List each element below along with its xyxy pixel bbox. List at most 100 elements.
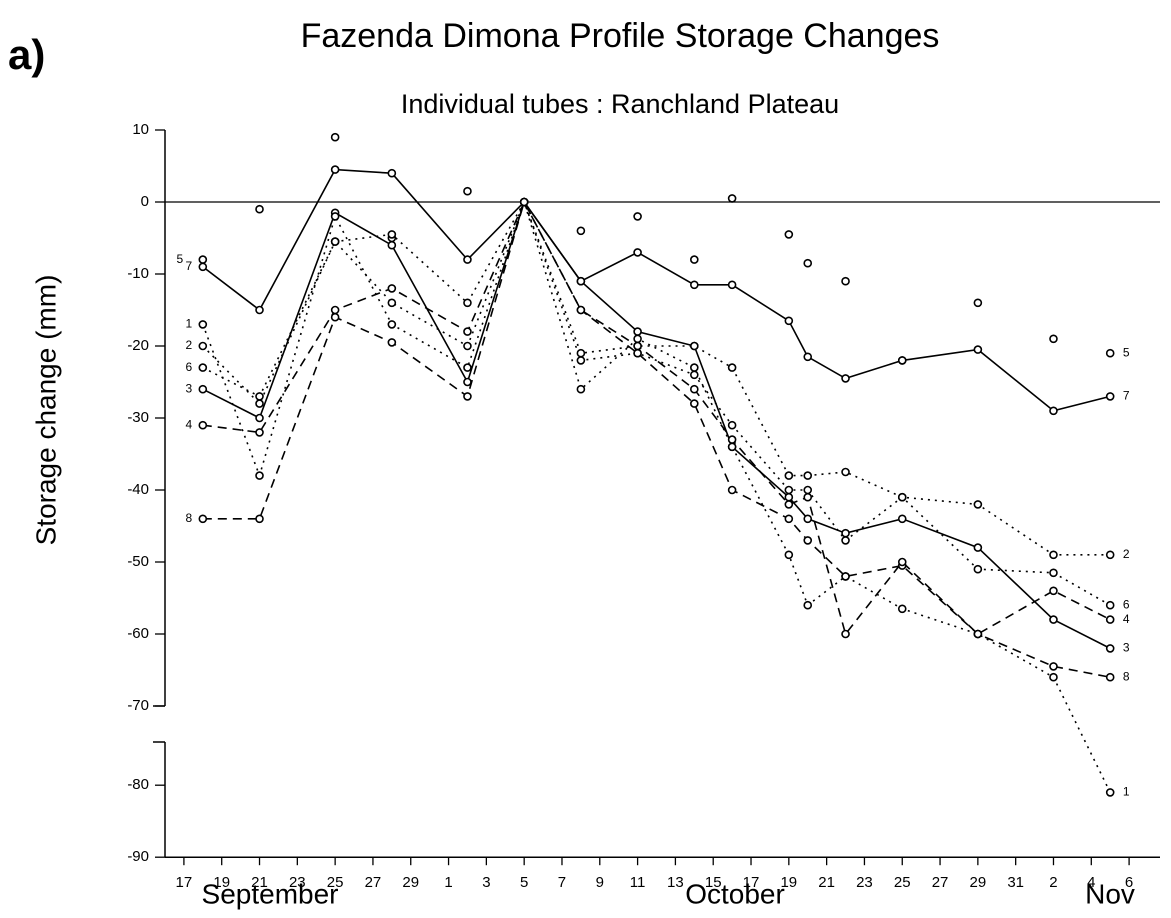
data-point <box>973 345 983 354</box>
data-point <box>198 262 208 272</box>
data-point <box>1049 615 1058 624</box>
data-point <box>387 240 397 250</box>
data-point <box>973 543 983 552</box>
x-tick-label: 27 <box>932 874 949 891</box>
y-axis-label: Storage change (mm) <box>30 275 61 546</box>
x-tick-label: 23 <box>289 874 306 891</box>
data-point <box>198 320 208 329</box>
x-tick-label: 31 <box>1007 874 1024 891</box>
series-line <box>202 199 1111 793</box>
data-point <box>1105 392 1115 401</box>
y-tick-label: -10 <box>127 265 149 282</box>
data-point <box>727 194 737 203</box>
data-point <box>841 629 850 639</box>
data-point <box>727 442 737 452</box>
data-point <box>463 363 472 372</box>
x-tick-label: 25 <box>327 874 344 891</box>
data-point <box>841 528 850 538</box>
data-point <box>841 536 850 545</box>
data-point <box>690 363 699 372</box>
data-point <box>784 500 794 509</box>
data-point <box>897 604 907 614</box>
y-tick-label: -60 <box>127 625 149 642</box>
data-point <box>973 500 983 509</box>
series-label: 2 <box>185 338 192 352</box>
data-point <box>803 471 813 480</box>
y-tick-label: -30 <box>127 409 149 426</box>
data-point <box>633 327 642 336</box>
data-point <box>973 564 983 574</box>
y-tick-label: -80 <box>127 776 149 793</box>
data-point <box>803 492 813 502</box>
x-tick-label: 17 <box>743 874 760 891</box>
data-point <box>1049 550 1058 560</box>
month-label: Nov <box>1085 878 1135 909</box>
y-tick-label: -50 <box>127 553 149 570</box>
data-point <box>198 255 208 264</box>
data-point <box>330 132 340 142</box>
chart-subtitle: Individual tubes : Ranchland Plateau <box>401 89 839 119</box>
series-label: 7 <box>185 259 192 273</box>
data-point <box>690 399 699 408</box>
data-point <box>727 280 737 290</box>
data-point <box>633 348 642 358</box>
data-point <box>255 413 264 423</box>
data-point <box>387 298 397 308</box>
x-tick-label: 17 <box>176 874 193 891</box>
x-tick-label: 21 <box>251 874 268 891</box>
data-point <box>633 212 642 221</box>
series-label: 6 <box>185 360 192 374</box>
data-point <box>690 341 699 351</box>
data-point <box>1105 348 1115 358</box>
data-point <box>841 276 850 286</box>
data-point <box>1049 568 1058 578</box>
x-tick-label: 9 <box>596 874 604 891</box>
x-tick-label: 15 <box>705 874 722 891</box>
data-point <box>576 226 586 236</box>
data-point <box>727 420 737 430</box>
x-tick-label: 2 <box>1049 874 1057 891</box>
x-tick-label: 6 <box>1125 874 1133 891</box>
data-point <box>255 392 264 401</box>
data-point <box>784 492 794 502</box>
x-tick-label: 21 <box>818 874 835 891</box>
y-tick-label: -40 <box>127 481 149 498</box>
data-point <box>1105 550 1115 560</box>
data-point <box>463 377 472 387</box>
data-point <box>1049 662 1058 671</box>
data-point <box>803 536 813 545</box>
data-point <box>1049 406 1058 416</box>
data-point <box>387 230 397 239</box>
data-point <box>255 428 264 437</box>
data-point <box>387 168 397 178</box>
x-tick-label: 29 <box>402 874 419 891</box>
y-tick-label: -70 <box>127 697 149 714</box>
data-point <box>897 557 907 567</box>
x-tick-label: 25 <box>894 874 911 891</box>
data-point <box>198 420 208 430</box>
panel-label: a) <box>8 31 45 78</box>
data-point <box>784 514 794 524</box>
data-point <box>463 298 472 308</box>
data-point <box>690 255 699 264</box>
month-label: September <box>202 878 339 909</box>
data-point <box>841 467 850 477</box>
data-point <box>897 514 907 524</box>
data-point <box>198 514 208 524</box>
x-tick-label: 1 <box>444 874 452 891</box>
data-point <box>576 384 586 394</box>
data-point <box>387 284 397 293</box>
series-label: 1 <box>185 317 192 331</box>
series-label: 8 <box>185 511 192 525</box>
data-point <box>576 276 586 286</box>
series-label: 3 <box>185 381 192 395</box>
data-point <box>784 550 794 560</box>
data-point <box>463 327 472 336</box>
x-tick-label: 19 <box>780 874 797 891</box>
data-point <box>897 356 907 365</box>
data-point <box>330 165 340 174</box>
data-point <box>784 316 794 326</box>
series-label: 6 <box>1123 597 1130 611</box>
data-point <box>690 280 699 290</box>
data-point <box>330 305 340 315</box>
